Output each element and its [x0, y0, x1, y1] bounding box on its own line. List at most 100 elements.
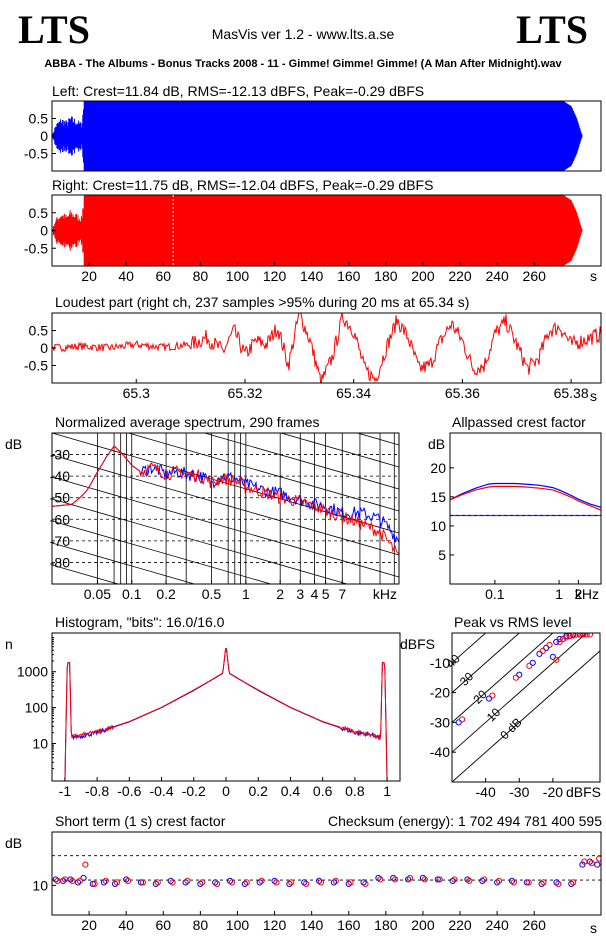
avg_spectrum-slope	[279, 433, 399, 468]
histogram-frame	[51, 632, 401, 782]
right_waveform-xtick-label: 240	[485, 268, 509, 284]
loudest_part-xtick-label: 65.36	[445, 385, 480, 401]
peak_vs_rms-point-right	[512, 674, 520, 681]
peak_vs_rms-point-right	[580, 633, 587, 638]
short_term_crest-point-left	[360, 879, 367, 886]
avg_spectrum-xtick-label: 3	[296, 586, 304, 602]
avg_spectrum-xtick-label: 1	[242, 586, 250, 602]
short_term_crest-point-left	[464, 876, 471, 883]
short_term_crest-point-right	[481, 876, 488, 883]
peak_vs_rms-point-right	[546, 641, 553, 649]
peak_vs_rms-point-left	[543, 644, 550, 652]
right_waveform-xunit: s	[590, 268, 597, 284]
peak_vs_rms-point-left	[549, 653, 557, 660]
right_waveform-xtick-label: 40	[118, 268, 134, 284]
short_term_crest-xtick-label: 260	[523, 917, 547, 933]
peak_vs_rms-crest-line	[452, 633, 588, 753]
avg_spectrum-grid	[52, 323, 399, 584]
histogram-xtick-label: 0.8	[345, 783, 365, 799]
avg_spectrum-slope	[52, 542, 196, 584]
histogram-ytick-label: 10	[32, 735, 48, 751]
right_waveform-ytick-label: 0	[40, 223, 48, 239]
right_waveform-xtick-label: 80	[193, 268, 209, 284]
short_term_crest-point-right	[451, 876, 458, 883]
short_term_crest-point-left	[301, 879, 308, 886]
short_term_crest-ylabel: dB	[5, 835, 22, 851]
peak_vs_rms-crest-line	[452, 633, 554, 724]
histogram-title: Histogram, "bits": 16.0/16.0	[55, 614, 225, 630]
short_term_crest-point-right	[82, 861, 89, 868]
peak_vs_rms-point-left	[516, 671, 523, 678]
avg_spectrum-slope	[52, 454, 399, 556]
peak_vs_rms-ytick-label: -40	[430, 744, 450, 760]
peak_vs_rms-point-right	[553, 656, 560, 663]
short_term_crest-point-right	[525, 879, 532, 886]
short_term_crest-point-left	[212, 879, 219, 886]
loudest_part-ytick-label: 0.5	[29, 323, 49, 339]
peak_vs_rms-xtick-label: -20	[543, 784, 563, 800]
avg_spectrum-slope	[126, 433, 399, 512]
short_term_crest-point-left	[419, 874, 427, 882]
short_term_crest-title: Short term (1 s) crest factor	[55, 813, 226, 829]
app-title: MasVis ver 1.2 - www.lts.a.se	[211, 26, 395, 42]
peak_vs_rms-crest-line	[452, 633, 520, 694]
loudest_part-title: Loudest part (right ch, 237 samples >95%…	[55, 294, 469, 310]
short_term_crest-point-left	[523, 879, 530, 886]
short_term_crest-xunit: s	[590, 920, 597, 936]
short_term_crest-point-left	[89, 880, 96, 887]
short_term_crest-point-right	[581, 858, 588, 865]
short_term_crest-point-right	[436, 876, 443, 883]
allpassed_crest-ylabel: dB	[428, 436, 445, 452]
short_term_crest-point-left	[479, 877, 486, 885]
histogram-ytick-label: 100	[25, 700, 49, 716]
peak_vs_rms-point-left	[455, 719, 462, 726]
short_term_crest-point-right	[69, 877, 76, 885]
loudest_part-ytick-label: 0	[40, 340, 48, 356]
histogram-ylabel: n	[5, 636, 13, 652]
short_term_crest-point-left	[123, 876, 130, 883]
peak_vs_rms-point-right	[573, 633, 580, 638]
avg_spectrum-frame	[51, 432, 400, 585]
short_term_crest-xtick-label: 120	[263, 917, 287, 933]
loudest_part-xtick-label: 65.34	[336, 385, 371, 401]
loudest_part-xtick-label: 65.38	[554, 385, 589, 401]
left_waveform-ytick-label: -0.5	[24, 146, 48, 162]
short_term_crest-point-left	[286, 880, 293, 887]
short_term_crest-point-left	[330, 879, 338, 886]
short_term_crest-xtick-label: 100	[226, 917, 250, 933]
short_term_crest-point-right	[570, 879, 577, 886]
short_term_crest-point-right	[377, 876, 384, 883]
avg_spectrum-slope	[52, 323, 399, 423]
avg_spectrum-slope	[52, 520, 273, 584]
short_term_crest-point-right	[54, 877, 61, 885]
short_term_crest-point-left	[271, 877, 278, 885]
avg_spectrum-ytick-label: -80	[50, 554, 70, 570]
right_waveform-ytick-label: 0.5	[29, 205, 49, 221]
histogram-xtick-label: 1	[383, 783, 391, 799]
left_waveform-title: Left: Crest=11.84 dB, RMS=-12.13 dBFS, P…	[52, 83, 424, 99]
right_waveform-ytick-label: -0.5	[24, 240, 48, 256]
checksum: Checksum (energy): 1 702 494 781 400 595	[328, 813, 602, 829]
peak_vs_rms-point-right	[569, 633, 577, 639]
avg_spectrum-ytick-label: -70	[50, 533, 70, 549]
short_term_crest-point-left	[80, 874, 87, 882]
avg_spectrum-xtick-label: 4	[311, 586, 319, 602]
allpassed_crest-title: Allpassed crest factor	[452, 414, 586, 430]
short_term_crest-point-left	[74, 879, 82, 886]
peak_vs_rms-point-right	[489, 692, 496, 699]
short_term_crest-xtick-label: 80	[193, 917, 209, 933]
allpassed_crest-xtick-label: 0.1	[485, 586, 505, 602]
short_term_crest-point-left	[553, 879, 560, 886]
short_term_crest-point-right	[421, 876, 428, 883]
short_term_crest-point-right	[588, 860, 595, 867]
loudest_part-ytick-label: -0.5	[24, 358, 48, 374]
short_term_crest-point-left	[405, 876, 412, 883]
peak_vs_rms-point-left	[536, 650, 543, 657]
short_term_crest-point-right	[288, 879, 295, 886]
peak_vs_rms-xtick-label: -40	[476, 784, 496, 800]
short_term_crest-point-right	[555, 880, 562, 887]
short_term_crest-point-right	[184, 877, 191, 885]
allpassed_crest-ytick-label: 20	[430, 460, 446, 476]
peak_vs_rms-xlabel: dBFS	[566, 784, 601, 800]
